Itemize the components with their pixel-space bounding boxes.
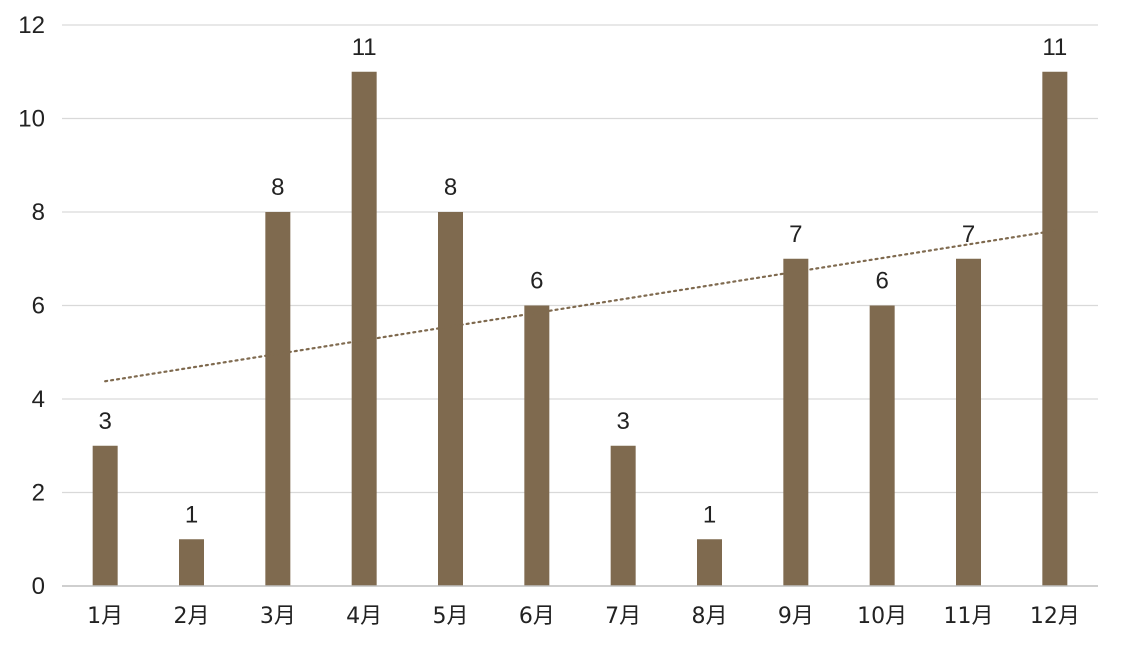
y-tick-label: 12 bbox=[18, 12, 45, 39]
y-tick-label: 8 bbox=[32, 199, 45, 226]
x-tick-label: 3月 bbox=[260, 604, 296, 629]
x-tick-label: 1月 bbox=[87, 604, 123, 629]
x-tick-label: 4月 bbox=[346, 604, 382, 629]
data-label: 11 bbox=[1042, 34, 1067, 61]
data-label: 6 bbox=[875, 268, 888, 295]
x-tick-label: 5月 bbox=[433, 604, 469, 629]
bar bbox=[869, 305, 895, 586]
bar bbox=[265, 212, 291, 586]
data-label: 7 bbox=[962, 221, 975, 248]
x-tick-label: 10月 bbox=[857, 604, 907, 629]
labels: 02468101231月12月83月114月85月66月37月18月79月610… bbox=[18, 12, 1080, 629]
data-label: 3 bbox=[616, 408, 629, 435]
data-label: 8 bbox=[271, 174, 284, 201]
x-tick-label: 2月 bbox=[174, 604, 210, 629]
y-tick-label: 2 bbox=[32, 480, 45, 507]
bar bbox=[438, 212, 463, 586]
bar bbox=[351, 71, 377, 586]
bars bbox=[92, 71, 1068, 586]
data-label: 1 bbox=[703, 501, 716, 528]
x-tick-label: 7月 bbox=[605, 604, 641, 629]
data-label: 6 bbox=[530, 268, 543, 295]
bar bbox=[179, 539, 204, 586]
trendline bbox=[104, 229, 1056, 383]
x-tick-label: 8月 bbox=[692, 604, 728, 629]
y-tick-label: 4 bbox=[32, 386, 45, 413]
bar bbox=[524, 305, 550, 586]
x-tick-label: 9月 bbox=[778, 604, 814, 629]
y-tick-label: 6 bbox=[32, 293, 45, 320]
y-tick-label: 0 bbox=[32, 573, 45, 600]
x-tick-label: 11月 bbox=[944, 604, 994, 629]
data-label: 1 bbox=[185, 501, 198, 528]
bar bbox=[610, 445, 636, 586]
bar bbox=[697, 539, 722, 586]
x-tick-label: 6月 bbox=[519, 604, 555, 629]
trendline-layer bbox=[104, 229, 1056, 383]
bar bbox=[956, 258, 981, 586]
data-label: 3 bbox=[98, 408, 111, 435]
bar bbox=[783, 258, 809, 586]
y-tick-label: 10 bbox=[18, 106, 45, 133]
data-label: 11 bbox=[352, 34, 377, 61]
data-label: 8 bbox=[444, 174, 457, 201]
bar bbox=[92, 445, 118, 586]
gridlines bbox=[62, 24, 1098, 494]
x-tick-label: 12月 bbox=[1030, 604, 1080, 629]
data-label: 7 bbox=[789, 221, 802, 248]
bar bbox=[1042, 71, 1068, 586]
